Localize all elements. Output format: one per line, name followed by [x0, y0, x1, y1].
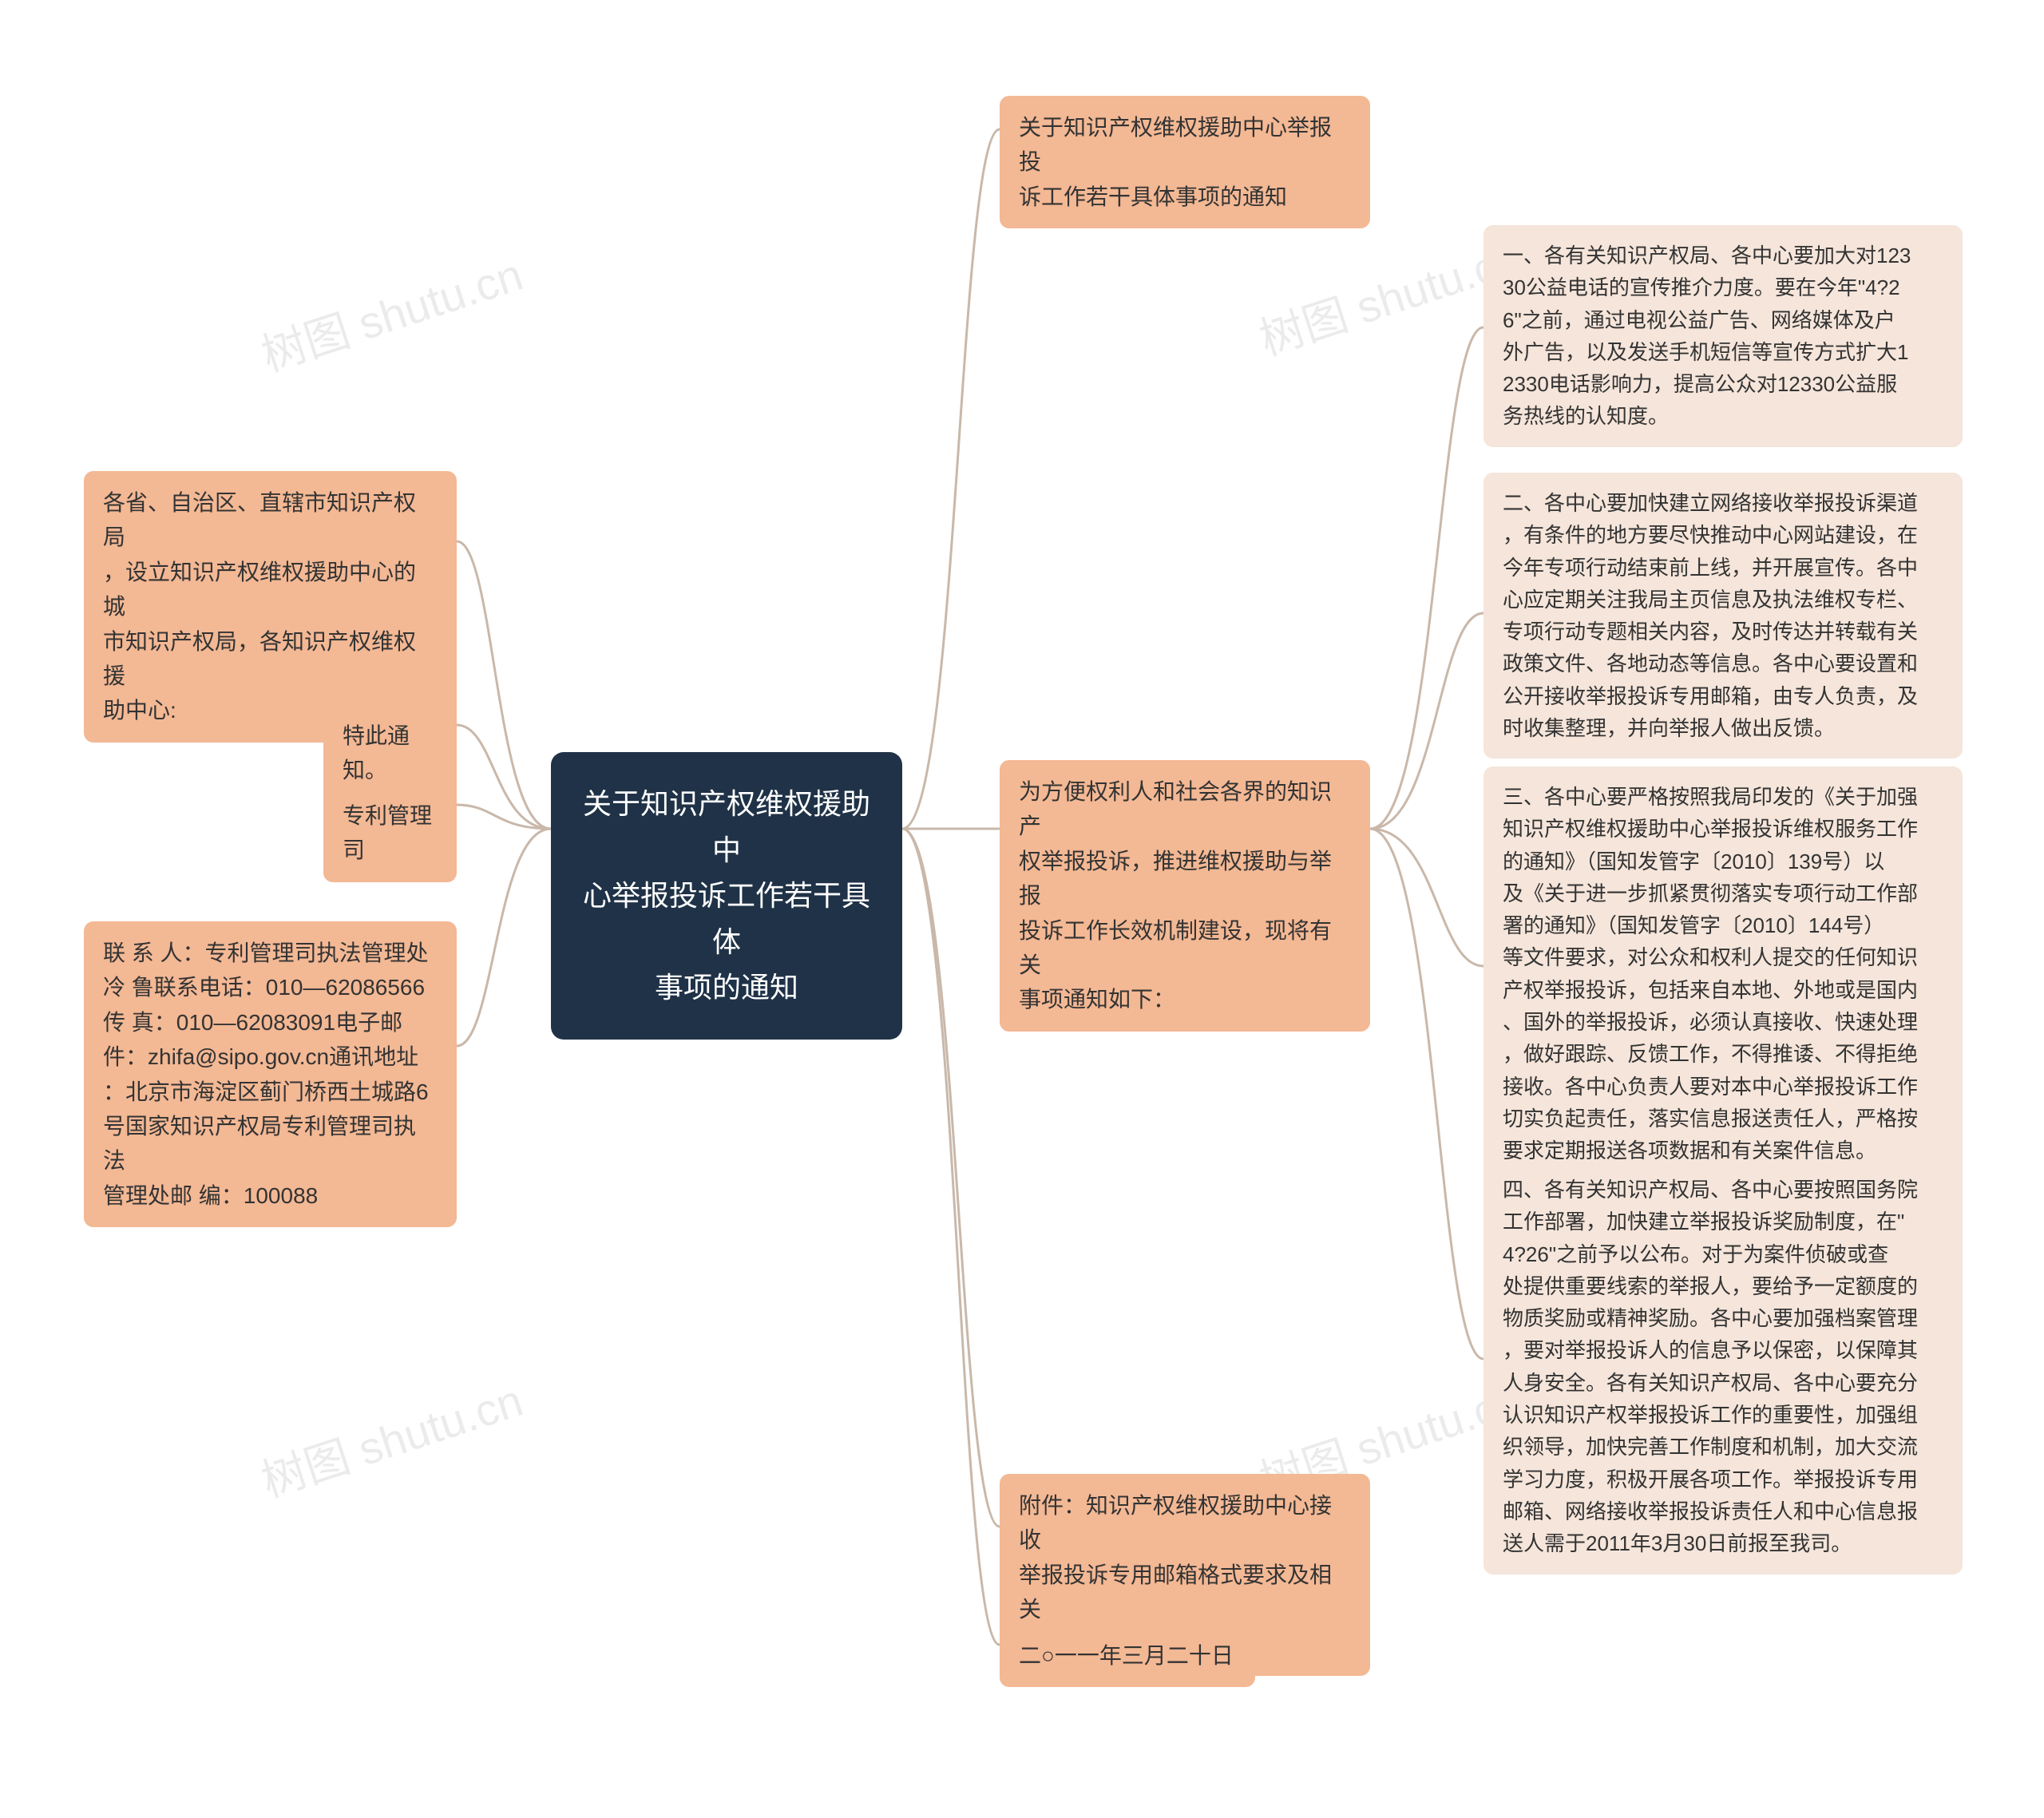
left-node-contact: 联 系 人：专利管理司执法管理处冷 鲁联系电话：010—62086566传 真：…: [84, 921, 457, 1227]
sub-node-item4: 四、各有关知识产权局、各中心要按照国务院工作部署，加快建立举报投诉奖励制度，在"…: [1483, 1159, 1963, 1574]
sub-node-item3: 三、各中心要严格按照我局印发的《关于加强知识产权维权援助中心举报投诉维权服务工作…: [1483, 766, 1963, 1182]
right-node-date: 二○一一年三月二十日: [1000, 1624, 1255, 1687]
sub-node-item2: 二、各中心要加快建立网络接收举报投诉渠道，有条件的地方要尽快推动中心网站建设，在…: [1483, 473, 1963, 758]
watermark: 树图 shutu.cn: [252, 1365, 530, 1511]
right-node-title: 关于知识产权维权援助中心举报投诉工作若干具体事项的通知: [1000, 96, 1370, 228]
sub-node-item1: 一、各有关知识产权局、各中心要加大对12330公益电话的宣传推介力度。要在今年"…: [1483, 225, 1963, 447]
left-node-dept: 专利管理司: [323, 784, 457, 882]
mindmap-root: 关于知识产权维权援助中心举报投诉工作若干具体事项的通知: [551, 752, 902, 1040]
right-node-intro: 为方便权利人和社会各界的知识产权举报投诉，推进维权援助与举报投诉工作长效机制建设…: [1000, 760, 1370, 1032]
left-node-recipients: 各省、自治区、直辖市知识产权局，设立知识产权维权援助中心的城市知识产权局，各知识…: [84, 471, 457, 743]
watermark: 树图 shutu.cn: [252, 240, 530, 385]
